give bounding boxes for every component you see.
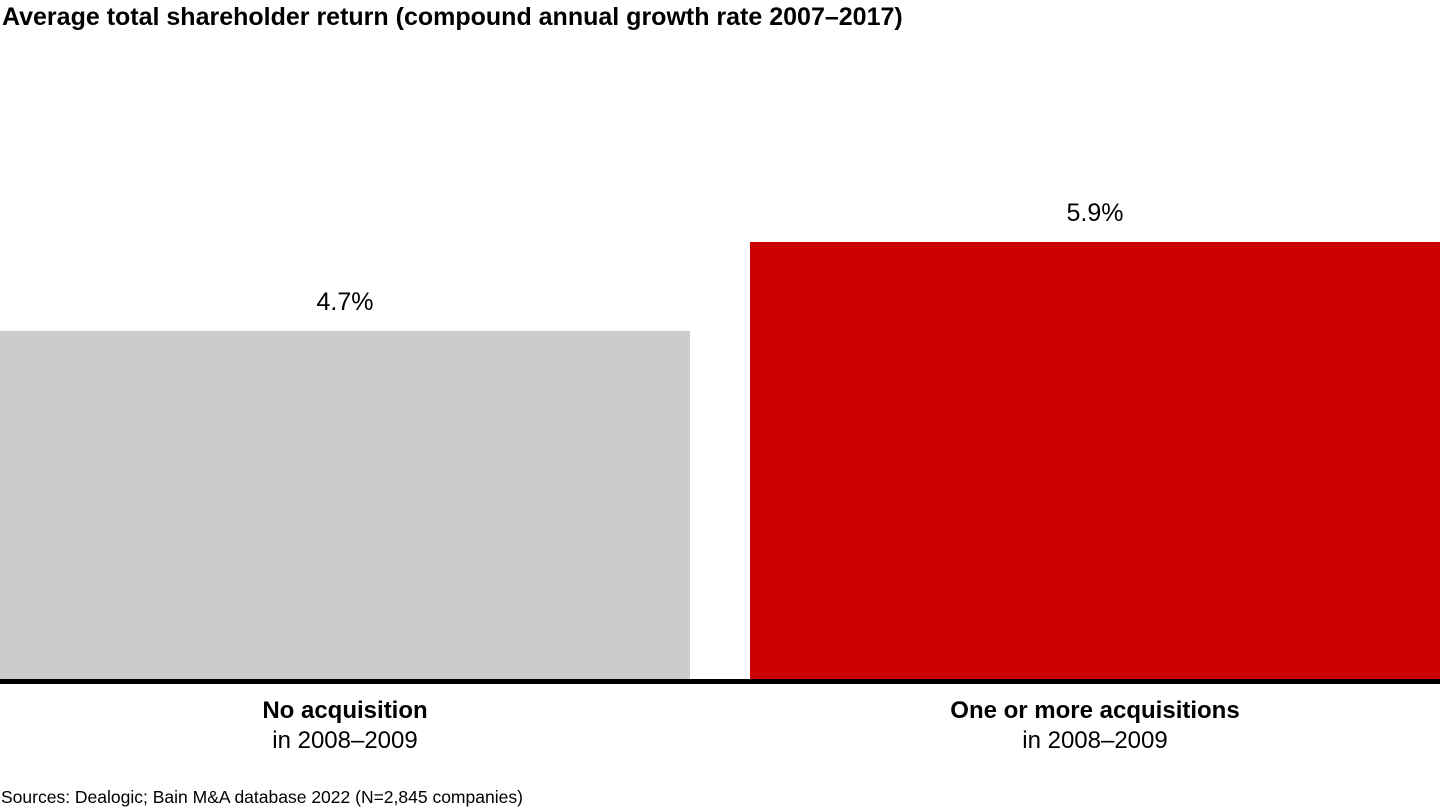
category-line2: in 2008–2009	[1022, 727, 1168, 754]
value-label-no-acquisition: 4.7%	[316, 288, 374, 316]
category-line1: No acquisition	[262, 697, 428, 724]
category-line1: One or more acquisitions	[950, 697, 1240, 724]
source-note: Sources: Dealogic; Bain M&A database 202…	[1, 787, 523, 807]
x-axis-line	[0, 679, 1440, 684]
bar-no-acquisition	[0, 331, 690, 679]
category-label-acquisitions: One or more acquisitions in 2008–2009	[750, 696, 1440, 756]
bar-one-or-more-acquisitions	[750, 242, 1440, 679]
chart-title: Average total shareholder return (compou…	[2, 3, 903, 31]
value-label-acquisitions: 5.9%	[1066, 199, 1124, 227]
category-label-no-acquisition: No acquisition in 2008–2009	[0, 696, 690, 756]
category-line2: in 2008–2009	[272, 727, 418, 754]
